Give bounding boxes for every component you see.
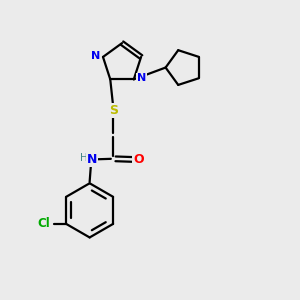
- Text: N: N: [91, 51, 100, 61]
- Text: Cl: Cl: [38, 218, 50, 230]
- Text: S: S: [109, 104, 118, 117]
- Text: N: N: [87, 153, 97, 166]
- Text: O: O: [133, 153, 143, 166]
- Text: N: N: [137, 74, 146, 83]
- Text: H: H: [80, 153, 88, 163]
